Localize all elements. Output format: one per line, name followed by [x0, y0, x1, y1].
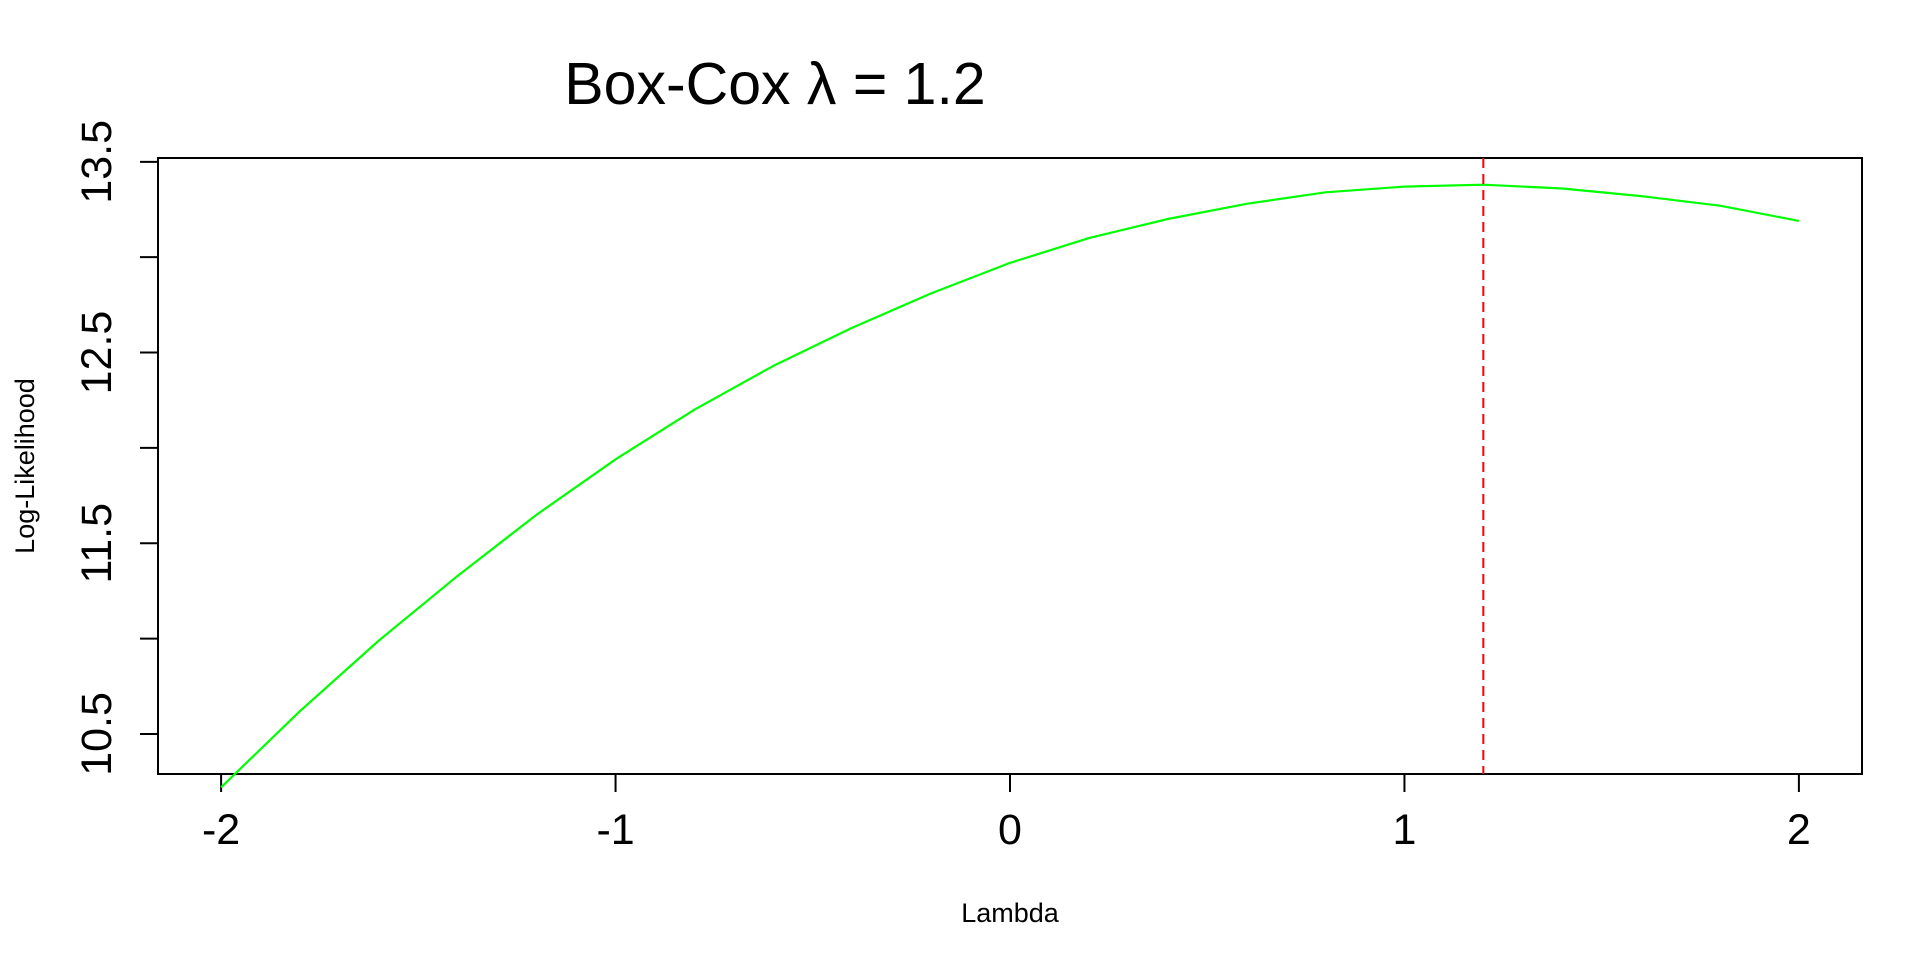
- y-axis-label: Log-Likelihood: [10, 378, 40, 554]
- x-axis-label: Lambda: [961, 898, 1060, 928]
- x-tick-label: -1: [596, 806, 634, 854]
- y-tick-label: 13.5: [73, 120, 121, 204]
- y-tick-label: 12.5: [73, 311, 121, 395]
- x-axis: -2 -1 0 1 2: [202, 773, 1811, 854]
- y-axis: 10.5 11.5 12.5 13.5: [73, 120, 159, 776]
- chart-title: Box-Cox λ = 1.2: [564, 51, 985, 117]
- x-tick-label: 2: [1787, 806, 1811, 854]
- x-tick-label: 0: [998, 806, 1022, 854]
- x-tick-label: -2: [202, 806, 240, 854]
- plot-frame: [157, 157, 1863, 775]
- series-layer: [220, 158, 1800, 789]
- y-tick-label: 11.5: [73, 503, 121, 584]
- y-tick-label: 10.5: [73, 692, 121, 776]
- log-likelihood-curve: [220, 183, 1800, 789]
- x-tick-label: 1: [1392, 806, 1416, 854]
